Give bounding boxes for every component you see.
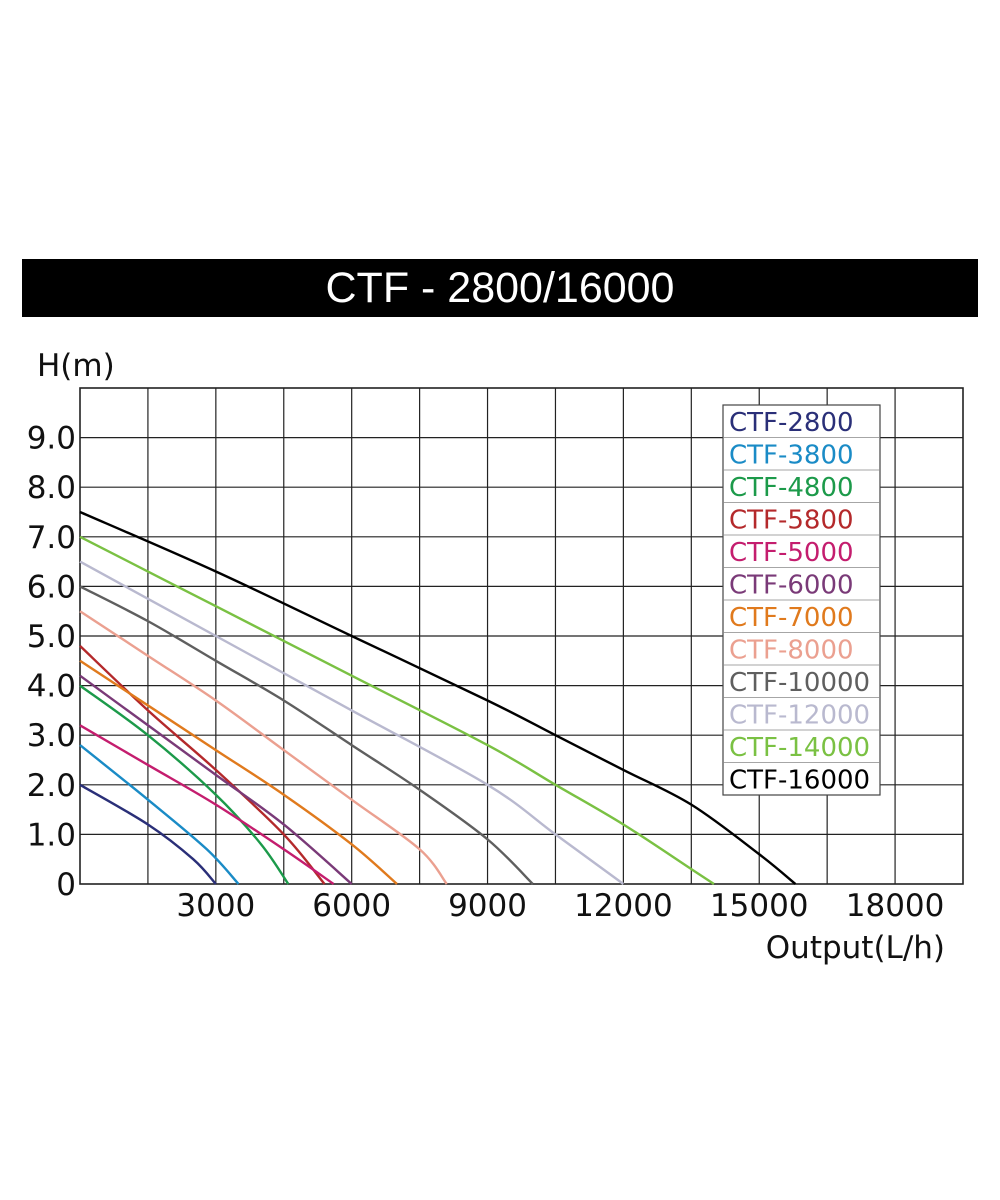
- axis-ticks: 0 1.0 2.0 3.0 4.0 5.0 6.0 7.0 8.0 9.0 3000 6000 9000…: [27, 421, 945, 924]
- legend: CTF-2800CTF-3800CTF-4800CTF-5800CTF-5000…: [722, 404, 881, 796]
- curve-ctf-2800: [79, 783, 217, 885]
- legend-entry: CTF-14000: [729, 733, 870, 763]
- curve-ctf-4800: [79, 684, 290, 885]
- curve-ctf-10000: [79, 585, 534, 885]
- y-tick-label: 1.0: [27, 817, 76, 853]
- x-tick-label: 18000: [846, 888, 945, 924]
- y-tick-label: 4.0: [27, 669, 76, 705]
- legend-entry: CTF-7000: [729, 603, 854, 633]
- y-tick-label: 7.0: [27, 520, 76, 556]
- legend-entry: CTF-4800: [729, 473, 854, 503]
- y-tick-label: 3.0: [27, 718, 76, 754]
- chart-title: CTF - 2800/16000: [22, 259, 978, 317]
- y-tick-label: 0: [56, 867, 76, 903]
- curve-ctf-7000: [79, 659, 398, 885]
- x-tick-label: 6000: [312, 888, 391, 924]
- curve-ctf-6000: [79, 674, 353, 885]
- legend-entry: CTF-6000: [729, 571, 854, 601]
- legend-entry: CTF-8000: [729, 636, 854, 666]
- y-tick-label: 8.0: [27, 470, 76, 506]
- y-tick-label: 9.0: [27, 421, 76, 457]
- x-axis-label: Output(L/h): [766, 930, 945, 966]
- legend-entry: CTF-2800: [729, 408, 854, 438]
- y-tick-label: 2.0: [27, 768, 76, 804]
- y-axis-label: H(m): [37, 348, 115, 384]
- performance-curves: [79, 510, 797, 886]
- x-tick-label: 3000: [176, 888, 255, 924]
- curve-ctf-14000: [79, 535, 715, 886]
- legend-entry: CTF-12000: [729, 701, 870, 731]
- curve-ctf-16000: [79, 510, 797, 885]
- y-tick-label: 5.0: [27, 619, 76, 655]
- curve-ctf-3800: [79, 744, 240, 885]
- legend-entry: CTF-10000: [729, 668, 870, 698]
- legend-entry: CTF-16000: [729, 766, 870, 796]
- legend-entry: CTF-3800: [729, 441, 854, 471]
- curve-ctf-12000: [79, 560, 625, 885]
- curve-ctf-5800: [79, 645, 326, 885]
- curve-ctf-8000: [79, 610, 448, 885]
- x-tick-label: 15000: [710, 888, 809, 924]
- x-tick-label: 12000: [574, 888, 673, 924]
- legend-entry: CTF-5800: [729, 506, 854, 536]
- legend-entry: CTF-5000: [729, 538, 854, 568]
- curve-ctf-5000: [79, 724, 335, 885]
- y-tick-label: 6.0: [27, 569, 76, 605]
- x-tick-label: 9000: [448, 888, 527, 924]
